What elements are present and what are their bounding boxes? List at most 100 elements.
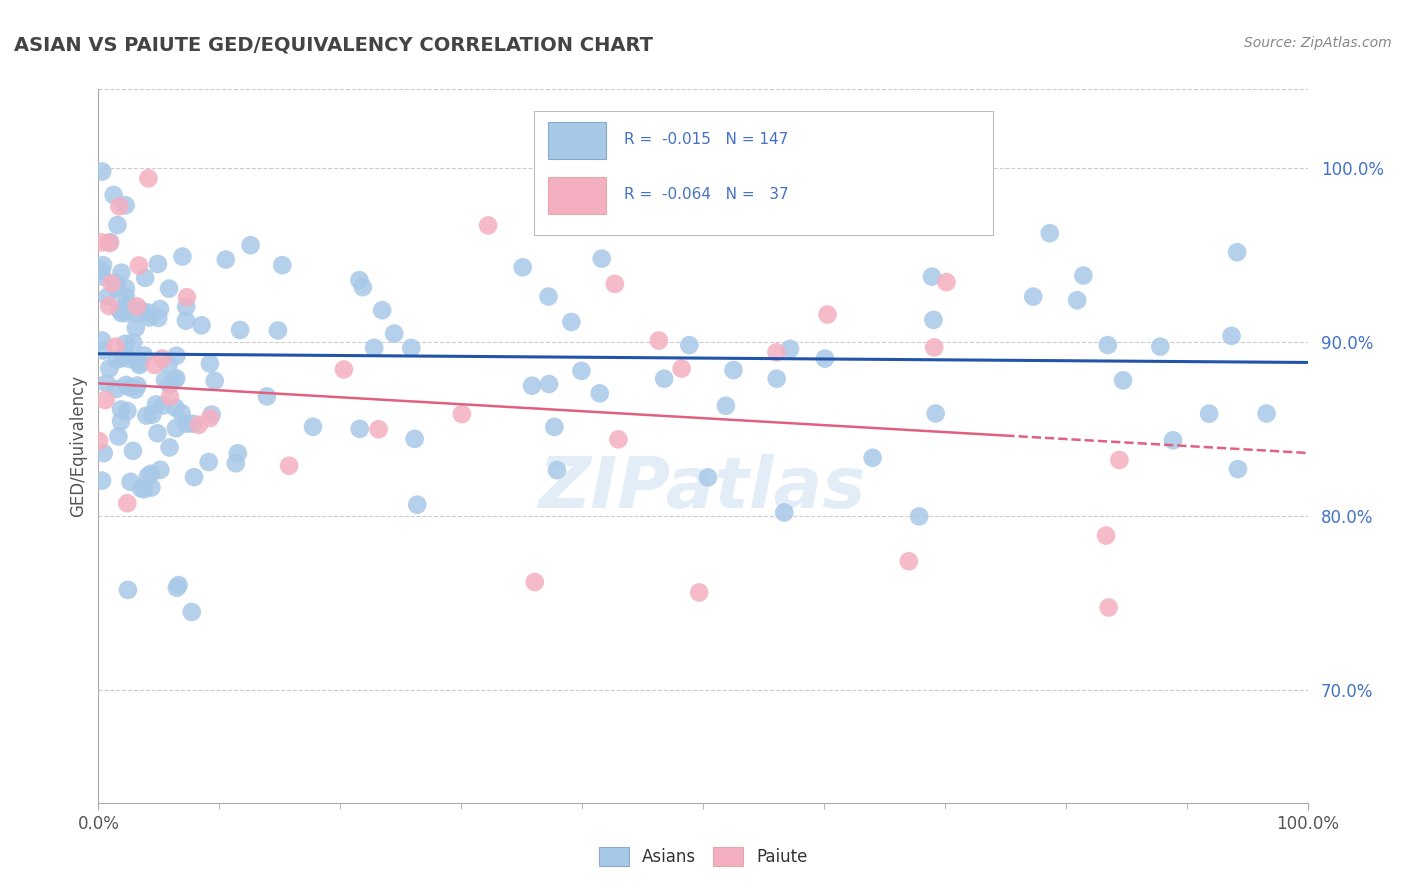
Point	[174, 300, 197, 314]
Point	[477, 219, 499, 233]
Point	[897, 554, 920, 568]
Point	[603, 277, 626, 291]
Point	[105, 276, 128, 290]
Point	[922, 313, 945, 327]
Point	[143, 358, 166, 372]
Point	[138, 171, 160, 186]
Point	[170, 406, 193, 420]
Point	[117, 582, 139, 597]
Point	[1161, 434, 1184, 448]
Point	[145, 397, 167, 411]
Point	[91, 343, 114, 358]
Point	[523, 574, 546, 589]
Point	[363, 341, 385, 355]
FancyBboxPatch shape	[548, 177, 606, 214]
Point	[352, 280, 374, 294]
Point	[1149, 340, 1171, 354]
Point	[520, 378, 543, 392]
Text: R =  -0.015   N = 147: R = -0.015 N = 147	[624, 132, 789, 146]
Point	[91, 258, 114, 272]
Point	[172, 250, 194, 264]
Point	[152, 399, 174, 413]
Point	[105, 382, 128, 396]
Point	[190, 318, 212, 333]
Point	[543, 420, 565, 434]
Point	[98, 235, 121, 250]
Point	[1198, 407, 1220, 421]
Point	[652, 372, 675, 386]
Y-axis label: GED/Equivalency: GED/Equivalency	[69, 375, 87, 517]
Point	[115, 306, 138, 320]
Point	[1227, 462, 1250, 476]
Point	[129, 481, 152, 495]
Legend: Asians, Paiute: Asians, Paiute	[592, 840, 814, 873]
Point	[1256, 407, 1278, 421]
Point	[117, 496, 139, 510]
Point	[333, 362, 356, 376]
Point	[779, 342, 801, 356]
Point	[107, 218, 129, 232]
Point	[862, 450, 884, 465]
Point	[167, 578, 190, 592]
Point	[111, 351, 134, 365]
Point	[607, 433, 630, 447]
Point	[114, 198, 136, 212]
FancyBboxPatch shape	[534, 111, 993, 235]
Point	[1097, 338, 1119, 352]
Point	[183, 470, 205, 484]
Point	[589, 386, 612, 401]
Point	[105, 352, 128, 367]
Point	[560, 315, 582, 329]
Point	[538, 216, 561, 230]
Point	[153, 373, 176, 387]
Point	[225, 456, 247, 470]
Point	[91, 269, 114, 284]
Point	[537, 377, 560, 392]
Point	[1022, 290, 1045, 304]
Point	[132, 349, 155, 363]
Point	[108, 199, 131, 213]
Point	[174, 313, 197, 327]
Point	[198, 411, 221, 425]
Point	[146, 426, 169, 441]
Point	[166, 349, 188, 363]
Point	[134, 271, 156, 285]
Point	[163, 373, 186, 387]
Point	[648, 334, 671, 348]
Point	[814, 351, 837, 366]
Point	[159, 377, 181, 392]
Point	[226, 446, 249, 460]
Point	[128, 259, 150, 273]
Point	[267, 323, 290, 337]
Point	[157, 282, 180, 296]
Point	[935, 275, 957, 289]
Point	[571, 364, 593, 378]
Point	[115, 281, 138, 295]
Point	[125, 307, 148, 321]
Point	[349, 273, 371, 287]
Point	[132, 483, 155, 497]
Point	[723, 363, 745, 377]
Text: Source: ZipAtlas.com: Source: ZipAtlas.com	[1244, 36, 1392, 50]
Point	[1112, 373, 1135, 387]
Point	[256, 389, 278, 403]
Point	[105, 281, 128, 295]
Point	[96, 290, 118, 304]
Point	[94, 393, 117, 408]
Point	[141, 408, 163, 422]
Point	[382, 326, 405, 341]
Point	[401, 341, 423, 355]
Point	[128, 356, 150, 370]
Point	[103, 188, 125, 202]
Point	[239, 238, 262, 252]
Point	[91, 474, 114, 488]
Point	[124, 383, 146, 397]
Point	[1108, 453, 1130, 467]
Point	[271, 258, 294, 272]
Point	[1073, 268, 1095, 283]
Point	[107, 429, 129, 443]
Point	[110, 306, 132, 320]
Point	[181, 417, 204, 431]
FancyBboxPatch shape	[548, 122, 606, 159]
Point	[141, 481, 163, 495]
